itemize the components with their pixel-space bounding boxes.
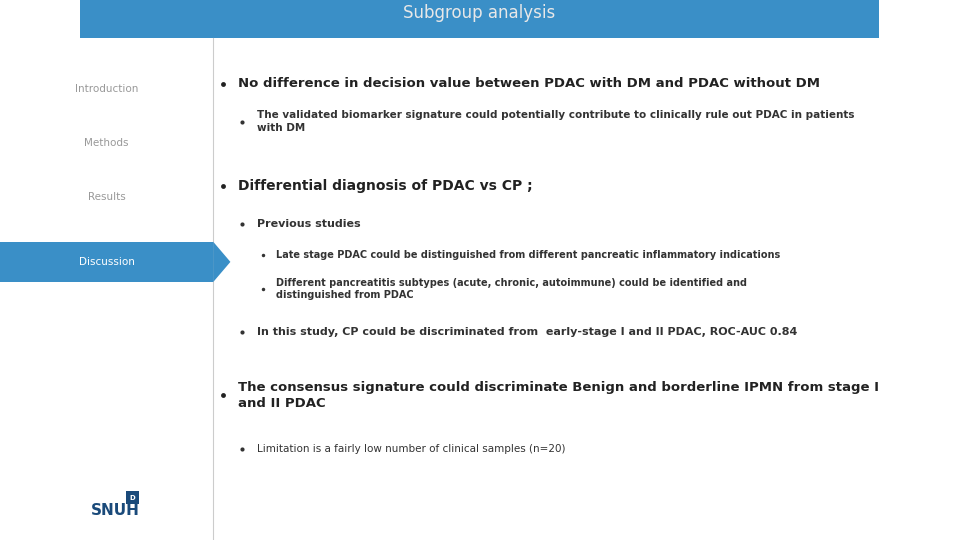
Bar xyxy=(80,0,879,38)
Text: Discussion: Discussion xyxy=(79,257,134,267)
Text: The validated biomarker signature could potentially contribute to clinically rul: The validated biomarker signature could … xyxy=(257,110,854,133)
Text: Results: Results xyxy=(87,192,126,202)
Bar xyxy=(0,241,213,282)
Text: No difference in decision value between PDAC with DM and PDAC without DM: No difference in decision value between … xyxy=(238,77,820,90)
Text: SNUH: SNUH xyxy=(91,503,140,518)
Text: Late stage PDAC could be distinguished from different pancreatic inflammatory in: Late stage PDAC could be distinguished f… xyxy=(276,251,780,260)
Text: In this study, CP could be discriminated from  early-stage I and II PDAC, ROC-AU: In this study, CP could be discriminated… xyxy=(257,327,798,337)
Text: D: D xyxy=(130,495,135,501)
Text: Subgroup analysis: Subgroup analysis xyxy=(403,4,555,23)
Text: Limitation is a fairly low number of clinical samples (n=20): Limitation is a fairly low number of cli… xyxy=(257,444,565,454)
Text: Differential diagnosis of PDAC vs CP ;: Differential diagnosis of PDAC vs CP ; xyxy=(238,179,533,193)
Polygon shape xyxy=(213,241,230,282)
Text: Introduction: Introduction xyxy=(75,84,138,94)
Text: Methods: Methods xyxy=(84,138,129,148)
Text: Different pancreatitis subtypes (acute, chronic, autoimmune) could be identified: Different pancreatitis subtypes (acute, … xyxy=(276,278,748,300)
FancyBboxPatch shape xyxy=(126,491,139,504)
Text: The consensus signature could discriminate Benign and borderline IPMN from stage: The consensus signature could discrimina… xyxy=(238,381,879,410)
Text: Previous studies: Previous studies xyxy=(257,219,361,229)
